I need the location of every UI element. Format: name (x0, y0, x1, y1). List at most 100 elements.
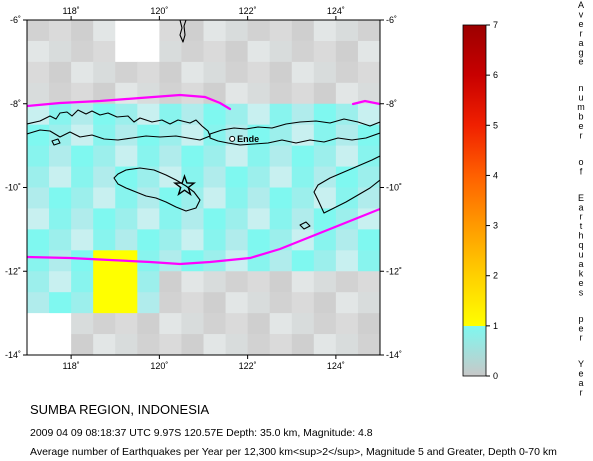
colorbar-title-letter: e (578, 278, 583, 288)
colorbar-title-letter: e (578, 121, 583, 131)
grid-cell (357, 229, 380, 251)
grid-cell (93, 82, 116, 105)
grid-cell (27, 313, 50, 335)
grid-cell (247, 103, 271, 126)
grid-cell (181, 250, 204, 272)
grid-cell (115, 145, 138, 168)
grid-cell (247, 61, 271, 84)
grid-cell (269, 166, 293, 188)
grid-cell (291, 208, 315, 230)
colorbar-title-letter: e (578, 19, 583, 29)
grid-cell (269, 208, 293, 230)
grid-cell (247, 313, 271, 335)
coastline-flores-west (27, 109, 211, 141)
grid-cell (335, 82, 359, 105)
grid-cell (203, 166, 227, 188)
grid-cell (71, 208, 94, 230)
grid-cell (291, 61, 315, 84)
grid-cell (137, 292, 160, 314)
grid-cell (335, 103, 359, 126)
colorbar-title-letter: e (578, 323, 583, 333)
grid-cell (159, 229, 182, 251)
grid-cell (247, 271, 271, 293)
grid-cell (71, 271, 94, 293)
coastline-flores (209, 118, 380, 146)
grid-cell (159, 292, 182, 314)
grid-cell (115, 61, 138, 84)
grid-cell (115, 334, 138, 355)
grid-cell (159, 124, 182, 147)
x-tick-label-top: 118˚ (62, 6, 79, 16)
grid-cell (313, 292, 337, 314)
star-icon (172, 174, 197, 197)
grid-cell (269, 187, 293, 209)
grid-cell (49, 229, 72, 251)
colorbar-title-letter: n (578, 83, 583, 93)
grid-cell (313, 334, 337, 355)
grid-cell (93, 208, 116, 230)
grid-cell (181, 20, 204, 42)
colorbar-title-letter: r (580, 130, 583, 140)
colorbar-title-letter: u (578, 250, 583, 260)
page-title: SUMBA REGION, INDONESIA (30, 402, 210, 417)
grid-cell (115, 313, 138, 335)
grid-cell (181, 103, 204, 126)
grid-cell (93, 145, 116, 168)
grid-cell (93, 334, 116, 355)
grid-cell (115, 40, 138, 63)
grid-cell (335, 166, 359, 188)
grid-cell (291, 250, 315, 272)
place-dot (229, 135, 236, 142)
grid-cell (181, 82, 204, 105)
grid-cell (49, 103, 72, 126)
colorbar-title-letter: e (578, 57, 583, 67)
colorbar-title-letter: q (578, 240, 583, 250)
grid-cell (203, 103, 227, 126)
grid-cell (335, 292, 359, 314)
colorbar-title-letter: a (578, 38, 583, 48)
grid-cell (27, 166, 50, 188)
grid-cell (335, 61, 359, 84)
grid-cell (357, 166, 380, 188)
colorbar-title-letter: Y (578, 359, 584, 369)
grid-cell (27, 82, 50, 105)
grid-cell (203, 313, 227, 335)
x-tick-label-top: 122˚ (239, 6, 257, 16)
grid-cell (203, 187, 227, 209)
grid-cell (247, 208, 271, 230)
y-tick-label-left: -12˚ (5, 266, 21, 276)
grid-cell (93, 187, 116, 209)
grid-cell (115, 187, 138, 209)
grid-cell (137, 271, 160, 293)
grid-cell (225, 82, 249, 105)
grid-cell (225, 271, 249, 293)
grid-cell (27, 103, 50, 126)
grid-cell (27, 334, 50, 355)
map-ticks: 118˚ 118˚ 120˚ 120˚ 122˚ 122˚ 124˚ 124˚ -6˚ -6˚ -8… (5, 6, 402, 371)
plate-boundary-sunda-trench (27, 207, 380, 266)
y-tick-label-right: -10˚ (386, 183, 402, 193)
grid-cell (71, 103, 94, 126)
coastline-savu (299, 221, 311, 230)
grid-cell (225, 40, 249, 63)
y-tick-label-right: -6˚ (386, 15, 397, 25)
colorbar-title-letter: A (578, 0, 584, 10)
grid-cell (335, 20, 359, 42)
grid-cell (313, 229, 337, 251)
grid-cell (269, 292, 293, 314)
grid-cell (137, 20, 160, 42)
grid-cell (71, 124, 94, 147)
coastline-sumba (113, 167, 201, 212)
grid-cell (225, 334, 249, 355)
colorbar-title-letter: v (579, 10, 584, 20)
grid-cell (247, 334, 271, 355)
grid-cell (225, 229, 249, 251)
colorbar-title-letter: a (578, 378, 583, 388)
grid-cell (357, 208, 380, 230)
grid-cell (159, 20, 182, 42)
grid-cell (357, 334, 380, 355)
grid-cell (225, 208, 249, 230)
grid-cell (313, 82, 337, 105)
grid-cell (137, 124, 160, 147)
